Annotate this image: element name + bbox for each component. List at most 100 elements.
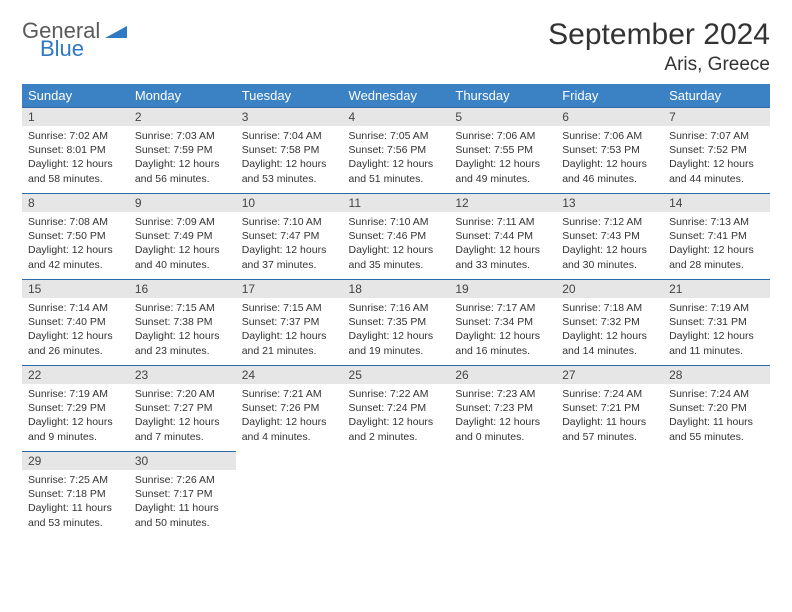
calendar-cell: 12Sunrise: 7:11 AMSunset: 7:44 PMDayligh… xyxy=(449,194,556,280)
day-details: Sunrise: 7:25 AMSunset: 7:18 PMDaylight:… xyxy=(22,470,129,534)
calendar-cell: 23Sunrise: 7:20 AMSunset: 7:27 PMDayligh… xyxy=(129,366,236,452)
day-number: 25 xyxy=(343,366,450,384)
day-number: 30 xyxy=(129,452,236,470)
day-number: 5 xyxy=(449,108,556,126)
calendar-cell: 24Sunrise: 7:21 AMSunset: 7:26 PMDayligh… xyxy=(236,366,343,452)
day-number: 21 xyxy=(663,280,770,298)
calendar-cell: 17Sunrise: 7:15 AMSunset: 7:37 PMDayligh… xyxy=(236,280,343,366)
day-details: Sunrise: 7:06 AMSunset: 7:55 PMDaylight:… xyxy=(449,126,556,190)
day-details: Sunrise: 7:12 AMSunset: 7:43 PMDaylight:… xyxy=(556,212,663,276)
header: General Blue September 2024 Aris, Greece xyxy=(22,18,770,76)
day-details: Sunrise: 7:10 AMSunset: 7:46 PMDaylight:… xyxy=(343,212,450,276)
day-number: 14 xyxy=(663,194,770,212)
day-header: Wednesday xyxy=(343,84,450,108)
day-number: 29 xyxy=(22,452,129,470)
day-number: 6 xyxy=(556,108,663,126)
day-details: Sunrise: 7:06 AMSunset: 7:53 PMDaylight:… xyxy=(556,126,663,190)
day-details: Sunrise: 7:10 AMSunset: 7:47 PMDaylight:… xyxy=(236,212,343,276)
calendar-cell xyxy=(449,452,556,538)
brand-line2: Blue xyxy=(40,36,84,62)
day-details: Sunrise: 7:03 AMSunset: 7:59 PMDaylight:… xyxy=(129,126,236,190)
day-number: 16 xyxy=(129,280,236,298)
calendar-cell: 26Sunrise: 7:23 AMSunset: 7:23 PMDayligh… xyxy=(449,366,556,452)
day-details: Sunrise: 7:14 AMSunset: 7:40 PMDaylight:… xyxy=(22,298,129,362)
day-number: 8 xyxy=(22,194,129,212)
day-number: 23 xyxy=(129,366,236,384)
day-details: Sunrise: 7:05 AMSunset: 7:56 PMDaylight:… xyxy=(343,126,450,190)
page-title: September 2024 xyxy=(548,18,770,52)
day-number: 28 xyxy=(663,366,770,384)
calendar-cell: 1Sunrise: 7:02 AMSunset: 8:01 PMDaylight… xyxy=(22,108,129,194)
day-details: Sunrise: 7:11 AMSunset: 7:44 PMDaylight:… xyxy=(449,212,556,276)
day-number: 4 xyxy=(343,108,450,126)
brand-logo: General Blue xyxy=(22,18,127,44)
day-number: 17 xyxy=(236,280,343,298)
day-details: Sunrise: 7:20 AMSunset: 7:27 PMDaylight:… xyxy=(129,384,236,448)
day-details: Sunrise: 7:13 AMSunset: 7:41 PMDaylight:… xyxy=(663,212,770,276)
day-number: 3 xyxy=(236,108,343,126)
day-number: 15 xyxy=(22,280,129,298)
day-header: Saturday xyxy=(663,84,770,108)
calendar-cell xyxy=(556,452,663,538)
calendar-cell: 25Sunrise: 7:22 AMSunset: 7:24 PMDayligh… xyxy=(343,366,450,452)
day-header: Sunday xyxy=(22,84,129,108)
calendar-cell: 14Sunrise: 7:13 AMSunset: 7:41 PMDayligh… xyxy=(663,194,770,280)
day-number: 20 xyxy=(556,280,663,298)
calendar-week-row: 22Sunrise: 7:19 AMSunset: 7:29 PMDayligh… xyxy=(22,366,770,452)
calendar-cell: 8Sunrise: 7:08 AMSunset: 7:50 PMDaylight… xyxy=(22,194,129,280)
calendar-cell xyxy=(343,452,450,538)
calendar-cell: 11Sunrise: 7:10 AMSunset: 7:46 PMDayligh… xyxy=(343,194,450,280)
calendar-cell: 28Sunrise: 7:24 AMSunset: 7:20 PMDayligh… xyxy=(663,366,770,452)
calendar-cell: 9Sunrise: 7:09 AMSunset: 7:49 PMDaylight… xyxy=(129,194,236,280)
calendar-week-row: 29Sunrise: 7:25 AMSunset: 7:18 PMDayligh… xyxy=(22,452,770,538)
day-details: Sunrise: 7:19 AMSunset: 7:29 PMDaylight:… xyxy=(22,384,129,448)
day-header-row: Sunday Monday Tuesday Wednesday Thursday… xyxy=(22,84,770,108)
day-number: 27 xyxy=(556,366,663,384)
calendar-cell: 21Sunrise: 7:19 AMSunset: 7:31 PMDayligh… xyxy=(663,280,770,366)
calendar-cell: 27Sunrise: 7:24 AMSunset: 7:21 PMDayligh… xyxy=(556,366,663,452)
day-header: Thursday xyxy=(449,84,556,108)
calendar-cell: 20Sunrise: 7:18 AMSunset: 7:32 PMDayligh… xyxy=(556,280,663,366)
day-number: 2 xyxy=(129,108,236,126)
calendar-cell: 3Sunrise: 7:04 AMSunset: 7:58 PMDaylight… xyxy=(236,108,343,194)
calendar-cell: 7Sunrise: 7:07 AMSunset: 7:52 PMDaylight… xyxy=(663,108,770,194)
day-number: 1 xyxy=(22,108,129,126)
brand-triangle-icon xyxy=(105,22,127,43)
calendar-cell xyxy=(663,452,770,538)
day-number: 7 xyxy=(663,108,770,126)
calendar-cell: 22Sunrise: 7:19 AMSunset: 7:29 PMDayligh… xyxy=(22,366,129,452)
day-details: Sunrise: 7:17 AMSunset: 7:34 PMDaylight:… xyxy=(449,298,556,362)
calendar-week-row: 15Sunrise: 7:14 AMSunset: 7:40 PMDayligh… xyxy=(22,280,770,366)
calendar-cell: 4Sunrise: 7:05 AMSunset: 7:56 PMDaylight… xyxy=(343,108,450,194)
calendar-cell: 6Sunrise: 7:06 AMSunset: 7:53 PMDaylight… xyxy=(556,108,663,194)
day-number: 12 xyxy=(449,194,556,212)
day-details: Sunrise: 7:24 AMSunset: 7:20 PMDaylight:… xyxy=(663,384,770,448)
day-details: Sunrise: 7:04 AMSunset: 7:58 PMDaylight:… xyxy=(236,126,343,190)
day-number: 9 xyxy=(129,194,236,212)
day-details: Sunrise: 7:09 AMSunset: 7:49 PMDaylight:… xyxy=(129,212,236,276)
calendar-cell: 15Sunrise: 7:14 AMSunset: 7:40 PMDayligh… xyxy=(22,280,129,366)
calendar-cell: 5Sunrise: 7:06 AMSunset: 7:55 PMDaylight… xyxy=(449,108,556,194)
day-details: Sunrise: 7:19 AMSunset: 7:31 PMDaylight:… xyxy=(663,298,770,362)
location-label: Aris, Greece xyxy=(548,54,770,76)
day-details: Sunrise: 7:26 AMSunset: 7:17 PMDaylight:… xyxy=(129,470,236,534)
day-details: Sunrise: 7:02 AMSunset: 8:01 PMDaylight:… xyxy=(22,126,129,190)
calendar-cell: 18Sunrise: 7:16 AMSunset: 7:35 PMDayligh… xyxy=(343,280,450,366)
day-details: Sunrise: 7:15 AMSunset: 7:37 PMDaylight:… xyxy=(236,298,343,362)
calendar-cell: 29Sunrise: 7:25 AMSunset: 7:18 PMDayligh… xyxy=(22,452,129,538)
day-details: Sunrise: 7:16 AMSunset: 7:35 PMDaylight:… xyxy=(343,298,450,362)
day-header: Friday xyxy=(556,84,663,108)
calendar-cell: 13Sunrise: 7:12 AMSunset: 7:43 PMDayligh… xyxy=(556,194,663,280)
day-number: 19 xyxy=(449,280,556,298)
day-number: 26 xyxy=(449,366,556,384)
calendar-cell: 19Sunrise: 7:17 AMSunset: 7:34 PMDayligh… xyxy=(449,280,556,366)
day-details: Sunrise: 7:08 AMSunset: 7:50 PMDaylight:… xyxy=(22,212,129,276)
day-number: 22 xyxy=(22,366,129,384)
day-details: Sunrise: 7:24 AMSunset: 7:21 PMDaylight:… xyxy=(556,384,663,448)
day-header: Monday xyxy=(129,84,236,108)
day-details: Sunrise: 7:18 AMSunset: 7:32 PMDaylight:… xyxy=(556,298,663,362)
calendar-week-row: 1Sunrise: 7:02 AMSunset: 8:01 PMDaylight… xyxy=(22,108,770,194)
calendar-cell: 2Sunrise: 7:03 AMSunset: 7:59 PMDaylight… xyxy=(129,108,236,194)
day-details: Sunrise: 7:23 AMSunset: 7:23 PMDaylight:… xyxy=(449,384,556,448)
calendar-cell: 16Sunrise: 7:15 AMSunset: 7:38 PMDayligh… xyxy=(129,280,236,366)
